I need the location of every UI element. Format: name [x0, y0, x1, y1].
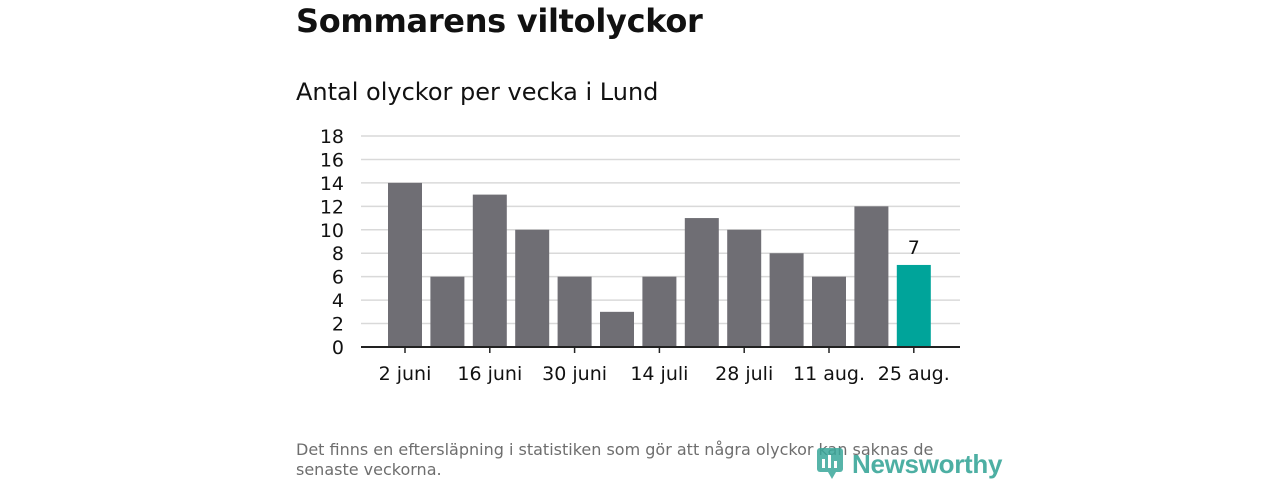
bar — [515, 229, 550, 347]
x-tick-label: 25 aug. — [878, 363, 950, 385]
data-label: 7 — [908, 237, 920, 259]
bar — [684, 218, 719, 347]
bar — [769, 253, 804, 347]
bar — [600, 311, 634, 347]
data-labels: 7 — [908, 237, 920, 259]
y-tick-label: 6 — [332, 267, 344, 289]
bars — [388, 182, 931, 347]
chart-subtitle: Antal olyckor per vecka i Lund — [296, 78, 659, 106]
x-tick-label: 28 juli — [715, 363, 773, 385]
bar-highlighted — [896, 264, 931, 347]
bar — [854, 206, 889, 347]
brand-logo: Newsworthy — [816, 447, 1002, 481]
bar — [642, 276, 677, 347]
y-tick-label: 14 — [320, 173, 344, 195]
y-tick-label: 18 — [320, 126, 344, 148]
y-tick-label: 0 — [332, 337, 344, 359]
x-tick-label: 16 juni — [457, 363, 522, 385]
bar — [727, 229, 762, 347]
y-tick-label: 2 — [332, 314, 344, 336]
bar — [472, 194, 507, 347]
x-tick-label: 30 juni — [542, 363, 607, 385]
brand-name: Newsworthy — [852, 448, 1003, 479]
footnote: Det finns en eftersläpning i statistiken… — [296, 440, 934, 479]
x-axis-tick-labels: 2 juni 16 juni 30 juni 14 juli 28 juli 11 aug… — [379, 347, 950, 385]
y-tick-label: 16 — [320, 149, 344, 171]
bar — [557, 276, 592, 347]
y-tick-label: 12 — [320, 196, 344, 218]
x-tick-label: 11 aug. — [793, 363, 865, 385]
chart-title: Sommarens viltolyckor — [296, 2, 703, 40]
x-tick-label: 14 juli — [630, 363, 688, 385]
y-tick-label: 4 — [332, 290, 344, 312]
bar — [388, 182, 422, 347]
x-tick-label: 2 juni — [379, 363, 432, 385]
bar — [430, 276, 465, 347]
y-tick-label: 10 — [320, 220, 344, 242]
bar-chart-logo-icon — [817, 448, 843, 479]
bar — [812, 276, 846, 347]
y-tick-label: 8 — [332, 243, 344, 265]
